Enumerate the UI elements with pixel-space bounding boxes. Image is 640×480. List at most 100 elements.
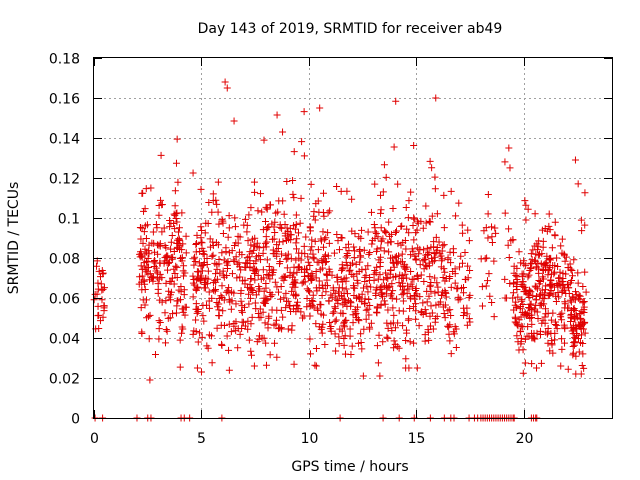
data-point (173, 236, 181, 244)
y-tick-label: 0.14 (49, 132, 80, 148)
data-point (152, 220, 160, 228)
data-point (193, 276, 201, 284)
data-point (441, 301, 449, 309)
data-point (352, 309, 360, 317)
data-point (237, 287, 245, 295)
data-point (197, 262, 205, 270)
data-point (392, 229, 400, 237)
data-point (506, 280, 514, 288)
data-point (514, 293, 522, 301)
data-point (372, 289, 380, 297)
data-point (445, 323, 453, 331)
data-point (232, 327, 240, 335)
data-point (279, 128, 287, 136)
data-point (490, 257, 498, 265)
data-point (262, 361, 270, 369)
data-point (525, 271, 533, 279)
data-point (166, 223, 174, 231)
data-point (317, 301, 325, 309)
data-point (173, 273, 181, 281)
data-point (574, 279, 582, 287)
data-point (225, 346, 233, 354)
data-point (328, 271, 336, 279)
data-point (255, 252, 263, 260)
data-point (561, 325, 569, 333)
data-point (524, 273, 532, 281)
data-point (154, 289, 162, 297)
data-point (262, 233, 270, 241)
data-point (192, 240, 200, 248)
data-point (405, 229, 413, 237)
data-point (281, 274, 289, 282)
data-point (310, 303, 318, 311)
data-point (532, 283, 540, 291)
data-point (293, 235, 301, 243)
data-point (409, 247, 417, 255)
data-point (413, 364, 421, 372)
data-point (354, 315, 362, 323)
data-point (228, 270, 236, 278)
data-point (361, 300, 369, 308)
data-point (164, 266, 172, 274)
x-tick-label: 5 (197, 431, 206, 447)
data-point (568, 293, 576, 301)
data-point (367, 208, 375, 216)
data-point (260, 334, 268, 342)
data-point (575, 322, 583, 330)
data-point (410, 236, 418, 244)
data-point (390, 143, 398, 151)
data-point (173, 135, 181, 143)
data-point (321, 281, 329, 289)
data-point (393, 295, 401, 303)
data-point (219, 229, 227, 237)
data-point (347, 302, 355, 310)
data-point (241, 276, 249, 284)
data-point (318, 323, 326, 331)
data-point (267, 293, 275, 301)
data-point (205, 304, 213, 312)
data-point (407, 188, 415, 196)
data-point (283, 237, 291, 245)
data-point (193, 305, 201, 313)
data-point (290, 270, 298, 278)
data-point (98, 296, 106, 304)
data-point (293, 268, 301, 276)
data-point (452, 343, 460, 351)
data-point (572, 288, 580, 296)
data-point (439, 274, 447, 282)
data-point (300, 108, 308, 116)
data-point (435, 238, 443, 246)
data-point (403, 329, 411, 337)
data-point (533, 364, 541, 372)
data-point (306, 350, 314, 358)
data-point (390, 311, 398, 319)
data-point (335, 340, 343, 348)
data-point (421, 256, 429, 264)
data-point (163, 327, 171, 335)
data-point (97, 280, 105, 288)
data-point (396, 282, 404, 290)
data-point (263, 225, 271, 233)
data-point (373, 263, 381, 271)
data-point (308, 243, 316, 251)
data-point (394, 240, 402, 248)
data-point (175, 224, 183, 232)
data-point (197, 368, 205, 376)
data-point (272, 316, 280, 324)
data-point (551, 218, 559, 226)
data-point (204, 275, 212, 283)
data-point (250, 362, 258, 370)
data-point (431, 253, 439, 261)
data-point (212, 270, 220, 278)
data-point (330, 308, 338, 316)
data-point (372, 286, 380, 294)
data-point (178, 209, 186, 217)
data-point (255, 332, 263, 340)
data-point (422, 202, 430, 210)
data-point (331, 330, 339, 338)
data-point (258, 208, 266, 216)
data-point (437, 252, 445, 260)
data-point (402, 337, 410, 345)
data-point (379, 188, 387, 196)
data-point (512, 304, 520, 312)
